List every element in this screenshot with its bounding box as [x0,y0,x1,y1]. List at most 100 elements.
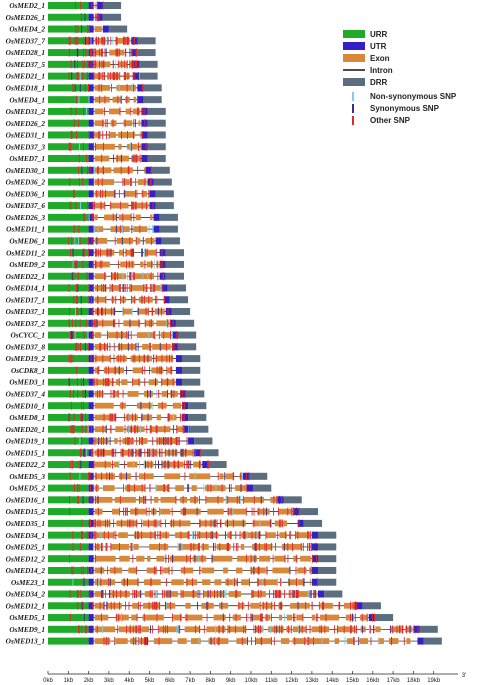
other-snp-mark [307,531,309,540]
utr-block [88,96,94,104]
drr-block [423,637,442,645]
exon-block [279,532,287,539]
other-snp-mark [136,590,138,598]
other-snp-mark [104,72,105,81]
gene-label: OsMED17_1 [6,295,45,304]
syn-snp-mark [181,448,183,457]
other-snp-mark [144,260,146,269]
exon-block [316,591,318,597]
other-snp-mark [280,519,282,528]
other-snp-mark [102,425,104,434]
other-snp-mark [105,519,106,528]
other-snp-mark [127,72,129,81]
syn-snp-mark [80,307,82,316]
other-snp-mark [198,460,200,469]
other-snp-mark [85,425,87,434]
drr-block [303,519,323,527]
urr-block [48,343,89,351]
other-snp-mark [95,554,97,563]
other-snp-mark [101,178,103,187]
other-snp-mark [374,613,375,622]
nonsyn-snp-mark [75,307,77,316]
syn-snp-mark [83,378,85,387]
other-snp-mark [210,519,212,528]
utr-block [102,25,109,33]
syn-snp-mark [74,83,76,92]
exon-block [292,591,310,597]
exon-block [147,555,151,562]
exon-block [114,438,118,444]
other-snp-mark [119,225,121,234]
other-snp-mark [151,307,153,316]
gene-track [48,142,166,151]
syn-snp-mark [120,95,122,104]
other-snp-mark [70,354,72,363]
other-snp-mark [173,342,175,351]
other-snp-mark [222,590,224,598]
other-snp-mark [216,519,218,528]
syn-snp-mark [149,389,151,398]
other-snp-mark [77,272,79,281]
exon-block [180,567,194,574]
other-snp-mark [135,178,137,187]
other-snp-mark [139,154,141,163]
axis-tick-label: 0kb [43,678,53,684]
syn-snp-mark [358,637,360,646]
syn-snp-mark [187,460,189,469]
other-snp-mark [169,354,170,363]
other-snp-mark [129,236,131,245]
other-snp-mark [97,389,99,398]
other-snp-mark [301,625,303,634]
axis-end-label: 3' [462,673,466,679]
other-snp-mark [69,319,71,328]
gene-label: OsMED34_2 [6,590,46,599]
other-snp-mark [417,625,419,634]
syn-snp-mark [196,507,198,516]
other-snp-mark [143,613,145,622]
exon-block [180,508,201,515]
other-snp-mark [75,319,77,328]
syn-snp-mark [254,542,256,551]
other-snp-mark [135,566,137,575]
exon-block [119,402,126,409]
other-snp-mark [159,531,161,540]
other-snp-mark [366,613,368,622]
other-snp-mark [163,331,165,340]
gene-label: OsMED19_1 [6,437,45,446]
other-snp-mark [157,531,159,540]
syn-snp-mark [128,331,130,340]
urr-block [48,213,89,221]
gene-track [48,307,191,316]
exon-block [136,332,156,338]
syn-snp-mark [127,342,129,351]
other-snp-mark [70,130,72,139]
other-snp-mark [112,60,114,69]
exon-block [185,579,198,586]
exon-block [236,567,243,574]
other-snp-mark [176,425,178,434]
other-snp-mark [128,601,130,610]
syn-snp-mark [83,578,85,587]
other-snp-mark [150,578,152,587]
urr-block [48,119,89,127]
exon-block [227,532,231,539]
exon-block [250,602,260,609]
gene-track [48,36,156,45]
gene-track [48,272,185,281]
other-snp-mark [76,130,78,139]
other-snp-mark [103,637,105,646]
other-snp-mark [154,590,156,598]
other-snp-mark [209,590,211,598]
nonsyn-snp-mark [197,554,199,563]
other-snp-mark [149,366,150,375]
drr-block [147,131,166,139]
exon-block [94,143,115,150]
exon-block [153,638,173,644]
syn-snp-mark [81,25,83,34]
exon-block [94,120,105,127]
other-snp-mark [135,472,137,481]
other-snp-mark [176,436,178,445]
exon-block [138,496,145,503]
other-snp-mark [186,578,188,587]
exon-block [206,496,224,503]
